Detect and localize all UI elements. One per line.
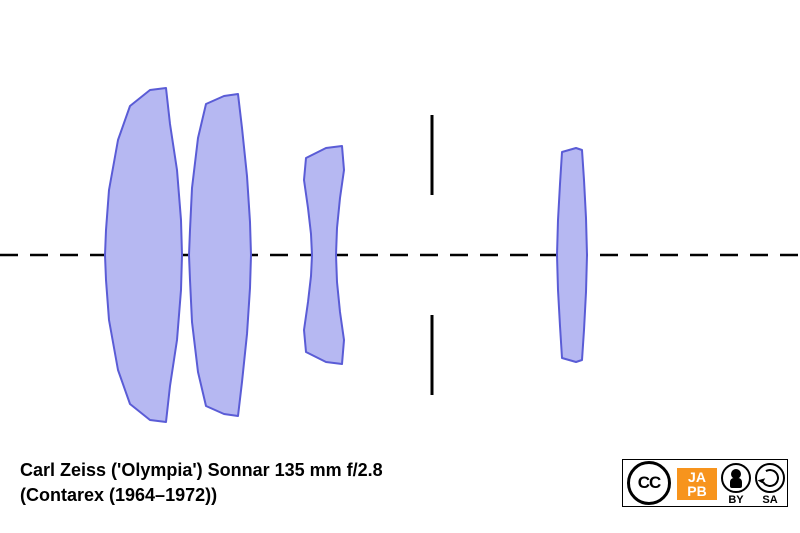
japb-line2: PB <box>687 484 706 498</box>
japb-icon: JA PB <box>677 468 717 500</box>
japb-line1: JA <box>688 470 706 484</box>
by-block: BY <box>721 461 751 506</box>
cc-icon: CC <box>627 461 671 505</box>
japb-block: JA PB <box>677 466 717 500</box>
element-1 <box>105 88 182 422</box>
by-icon <box>721 463 751 493</box>
sa-label: SA <box>762 494 777 506</box>
caption-line1: Carl Zeiss ('Olympia') Sonnar 135 mm f/2… <box>20 458 383 482</box>
sa-icon <box>755 463 785 493</box>
sa-block: SA <box>755 461 785 506</box>
license-badge: CC JA PB BY SA <box>622 459 788 507</box>
element-4 <box>557 148 587 362</box>
caption: Carl Zeiss ('Olympia') Sonnar 135 mm f/2… <box>20 458 383 507</box>
optical-diagram <box>0 0 800 533</box>
cc-text: CC <box>638 473 661 493</box>
by-label: BY <box>728 494 743 506</box>
element-2 <box>189 94 251 416</box>
caption-line2: (Contarex (1964–1972)) <box>20 483 383 507</box>
